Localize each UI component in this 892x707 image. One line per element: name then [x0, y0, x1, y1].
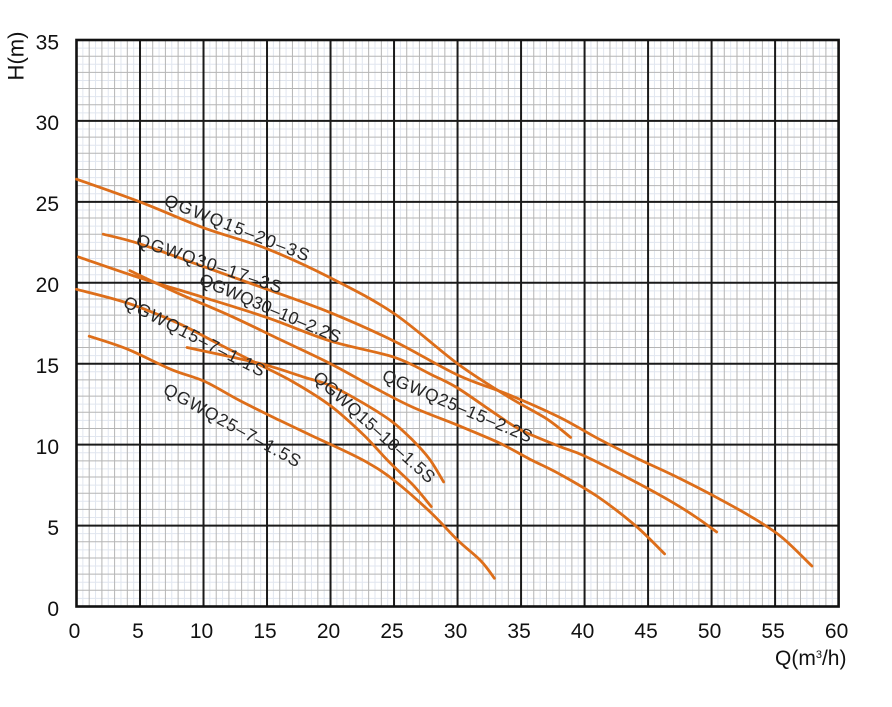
- svg-text:Q(m3/h): Q(m3/h): [775, 647, 846, 670]
- svg-text:45: 45: [634, 620, 657, 643]
- svg-text:55: 55: [761, 620, 784, 643]
- svg-text:25: 25: [36, 193, 59, 216]
- svg-text:0: 0: [47, 598, 59, 621]
- svg-text:10: 10: [36, 436, 59, 459]
- svg-text:35: 35: [507, 620, 530, 643]
- svg-text:20: 20: [317, 620, 340, 643]
- svg-text:5: 5: [47, 517, 59, 540]
- svg-text:0: 0: [69, 620, 81, 643]
- svg-text:10: 10: [190, 620, 213, 643]
- svg-text:40: 40: [571, 620, 594, 643]
- svg-text:20: 20: [36, 274, 59, 297]
- svg-text:25: 25: [380, 620, 403, 643]
- svg-text:H(m): H(m): [4, 32, 29, 81]
- svg-text:30: 30: [444, 620, 467, 643]
- svg-text:15: 15: [253, 620, 276, 643]
- svg-text:15: 15: [36, 355, 59, 378]
- svg-text:5: 5: [132, 620, 144, 643]
- svg-text:60: 60: [825, 620, 848, 643]
- svg-text:30: 30: [36, 112, 59, 135]
- svg-text:50: 50: [698, 620, 721, 643]
- svg-text:35: 35: [36, 31, 59, 54]
